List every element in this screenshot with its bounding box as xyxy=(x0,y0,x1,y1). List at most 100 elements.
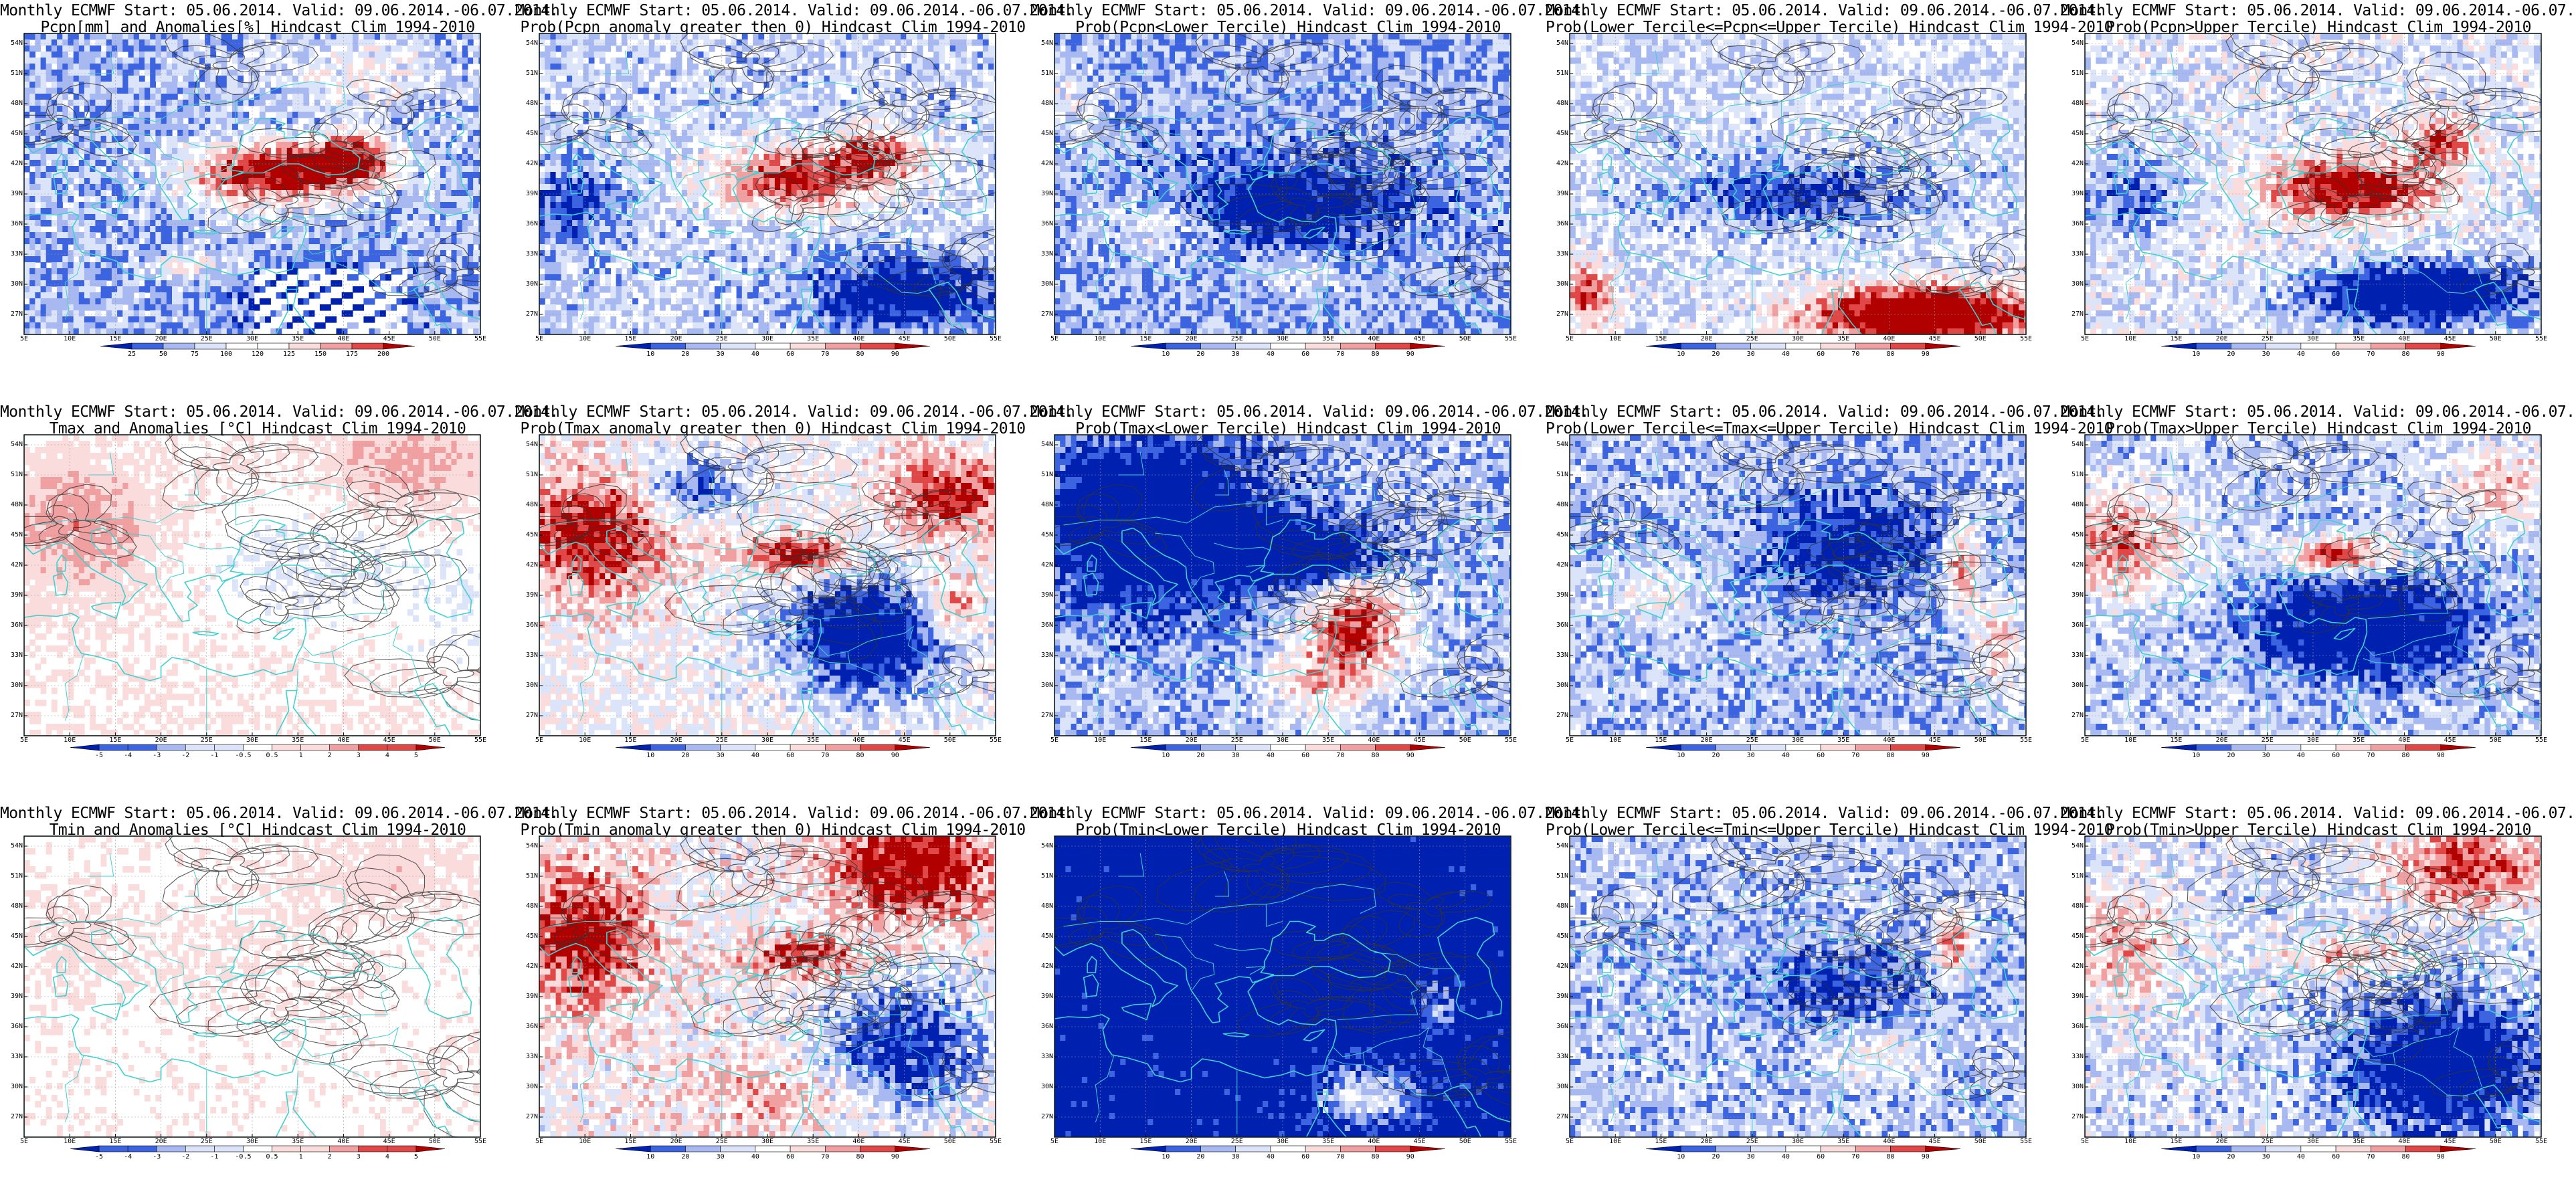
field-cell xyxy=(145,124,151,130)
field-cell xyxy=(347,136,353,142)
field-cell xyxy=(270,136,277,142)
field-cell xyxy=(610,76,617,82)
field-cell xyxy=(199,58,205,64)
field-cell xyxy=(133,280,140,287)
field-cell xyxy=(24,280,30,287)
field-cell xyxy=(68,220,74,227)
field-cell xyxy=(254,58,260,64)
field-cell xyxy=(270,184,277,191)
field-cell xyxy=(851,130,858,136)
field-cell xyxy=(205,232,211,239)
contour-line xyxy=(318,158,396,197)
field-cell xyxy=(846,136,852,142)
field-cell xyxy=(145,244,151,251)
field-cell xyxy=(248,184,255,191)
field-cell xyxy=(193,286,200,293)
field-cell xyxy=(122,33,129,40)
field-cell xyxy=(456,208,463,215)
field-cell xyxy=(172,94,178,100)
field-cell xyxy=(555,82,562,88)
field-cell xyxy=(117,190,123,197)
field-cell xyxy=(862,70,868,76)
field-cell xyxy=(276,124,282,130)
field-cell xyxy=(325,124,331,130)
field-cell xyxy=(353,136,359,142)
field-cell xyxy=(720,130,726,136)
field-cell xyxy=(100,106,107,112)
field-cell xyxy=(254,190,260,197)
field-cell xyxy=(150,220,156,227)
field-cell xyxy=(566,130,573,136)
field-cell xyxy=(166,298,173,305)
field-cell xyxy=(353,238,359,245)
field-cell xyxy=(698,118,705,124)
field-cell xyxy=(808,106,814,112)
field-cell xyxy=(851,100,858,106)
field-cell xyxy=(928,88,934,94)
field-cell xyxy=(128,100,134,106)
field-cell xyxy=(188,286,195,293)
field-cell xyxy=(24,202,30,209)
field-cell xyxy=(51,322,58,329)
field-cell xyxy=(199,160,205,167)
field-cell xyxy=(259,262,266,269)
field-cell xyxy=(363,94,370,100)
field-cell xyxy=(895,94,901,100)
field-cell xyxy=(446,274,452,281)
field-cell xyxy=(111,112,118,118)
field-cell xyxy=(473,154,479,161)
field-cell xyxy=(725,52,732,58)
field-cell xyxy=(193,316,200,323)
field-cell xyxy=(555,130,562,136)
contour-line xyxy=(24,82,137,158)
field-cell xyxy=(84,328,90,334)
field-cell xyxy=(769,45,775,52)
field-cell xyxy=(583,160,589,167)
field-cell xyxy=(813,82,819,88)
field-cell xyxy=(276,94,282,100)
field-cell xyxy=(347,310,353,317)
field-cell xyxy=(62,310,69,317)
field-cell xyxy=(862,45,868,52)
field-cell xyxy=(100,160,107,167)
field-cell xyxy=(660,64,666,70)
field-cell xyxy=(879,52,885,58)
field-cell xyxy=(911,52,918,58)
field-cell xyxy=(100,250,107,257)
field-cell xyxy=(626,76,633,82)
field-cell xyxy=(478,52,480,58)
lon-tick-label: 25E xyxy=(193,336,220,342)
field-cell xyxy=(45,196,52,203)
field-cell xyxy=(884,88,891,94)
field-cell xyxy=(226,244,233,251)
lat-tick-label: 33N xyxy=(0,251,23,258)
colorbar-segment xyxy=(100,342,132,350)
field-cell xyxy=(758,39,765,46)
field-cell xyxy=(758,52,765,58)
field-cell xyxy=(413,328,419,334)
field-cell xyxy=(467,310,474,317)
field-cell xyxy=(429,52,436,58)
field-cell xyxy=(824,76,830,82)
field-cell xyxy=(972,94,978,100)
field-cell xyxy=(451,82,458,88)
field-cell xyxy=(840,124,846,130)
field-cell xyxy=(100,52,107,58)
field-cell xyxy=(791,45,798,52)
field-cell xyxy=(155,196,162,203)
field-cell xyxy=(303,280,310,287)
field-cell xyxy=(478,124,480,130)
field-cell xyxy=(478,280,480,287)
field-cell xyxy=(24,106,30,112)
field-cell xyxy=(616,88,622,94)
field-cell xyxy=(166,316,173,323)
field-cell xyxy=(188,328,195,334)
field-cell xyxy=(988,154,994,161)
field-cell xyxy=(243,328,250,334)
field-cell xyxy=(73,130,80,136)
field-cell xyxy=(451,45,458,52)
field-cell xyxy=(139,88,145,94)
field-cell xyxy=(188,106,195,112)
field-cell xyxy=(868,76,874,82)
field-cell xyxy=(24,322,30,329)
